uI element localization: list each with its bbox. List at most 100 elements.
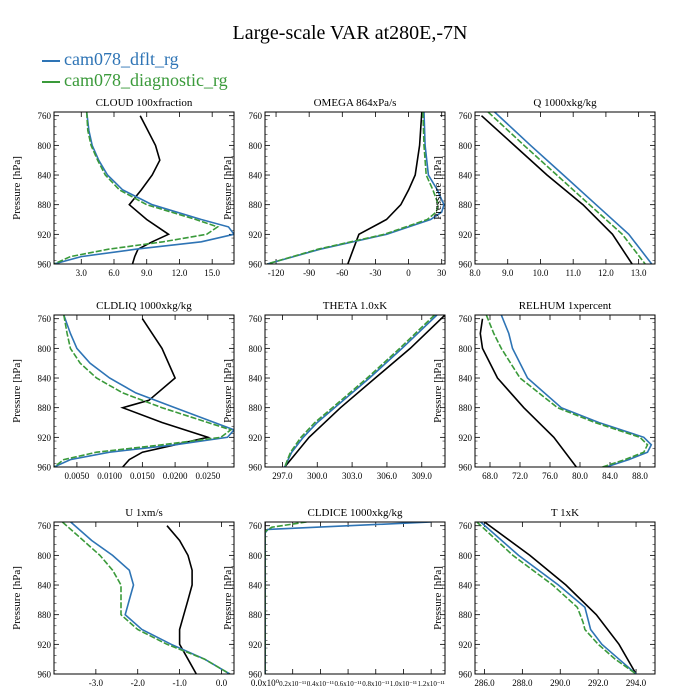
y-tick-label-8-2: 840 <box>459 581 473 591</box>
y-tick-label-6-1: 800 <box>38 551 52 561</box>
series-line-diag-2 <box>487 112 646 264</box>
x-tick-label-7-3: 0.6x10⁻¹¹ <box>334 680 361 688</box>
y-tick-label-7-0: 760 <box>249 521 263 531</box>
y-tick-label-8-4: 920 <box>459 640 473 650</box>
y-tick-label-4-2: 840 <box>249 374 263 384</box>
y-tick-label-8-3: 880 <box>459 610 473 620</box>
x-tick-label-0-3: 12.0 <box>172 268 188 278</box>
panel-title-8: T 1xK <box>551 507 579 519</box>
y-tick-label-7-2: 840 <box>249 581 263 591</box>
panel-title-4: THETA 1.0xK <box>323 300 388 312</box>
x-tick-label-7-0: 0.0x10⁰ <box>251 678 280 688</box>
series-line-diag-0 <box>54 112 220 264</box>
y-tick-label-4-3: 880 <box>249 403 263 413</box>
x-tick-label-4-2: 303.0 <box>342 471 363 481</box>
x-tick-label-8-0: 286.0 <box>474 678 495 688</box>
series-line-obs-5 <box>479 318 577 467</box>
y-axis-label-8: Pressure [hPa] <box>432 566 444 630</box>
x-tick-label-2-2: 10.0 <box>533 268 549 278</box>
y-tick-label-1-1: 800 <box>249 141 263 151</box>
series-line-dflt-3 <box>54 315 234 467</box>
series-line-diag-6 <box>61 522 231 674</box>
y-tick-label-6-2: 840 <box>38 581 52 591</box>
x-tick-label-4-4: 309.0 <box>412 471 433 481</box>
x-tick-label-2-0: 8.0 <box>469 268 481 278</box>
panel-frame-4 <box>264 314 446 468</box>
y-tick-label-2-3: 880 <box>459 200 473 210</box>
x-tick-label-4-3: 306.0 <box>377 471 398 481</box>
y-tick-label-3-4: 920 <box>38 433 52 443</box>
x-tick-label-8-1: 288.0 <box>512 678 533 688</box>
x-tick-label-3-2: 0.0150 <box>130 471 155 481</box>
y-tick-label-0-1: 800 <box>38 141 52 151</box>
y-tick-label-3-1: 800 <box>38 344 52 354</box>
x-tick-label-8-4: 294.0 <box>626 678 647 688</box>
series-line-obs-4 <box>284 315 445 467</box>
x-tick-label-5-0: 68.0 <box>482 471 498 481</box>
x-tick-label-7-4: 0.8x10⁻¹¹ <box>362 680 389 688</box>
y-tick-label-4-0: 760 <box>249 314 263 324</box>
x-tick-label-6-0: -3.0 <box>89 678 104 688</box>
panel-title-5: RELHUM 1xpercent <box>519 300 612 312</box>
series-line-diag-5 <box>485 315 649 467</box>
x-tick-label-0-2: 9.0 <box>141 268 153 278</box>
series-line-dflt-7 <box>265 522 432 674</box>
series-line-dflt-1 <box>266 112 445 264</box>
y-tick-label-3-5: 960 <box>38 463 52 473</box>
y-tick-label-7-5: 960 <box>249 670 263 680</box>
y-axis-label-4: Pressure [hPa] <box>222 359 234 423</box>
x-tick-label-1-2: -60 <box>336 268 348 278</box>
x-tick-label-3-3: 0.0200 <box>163 471 188 481</box>
y-tick-label-6-3: 880 <box>38 610 52 620</box>
x-tick-label-1-0: -120 <box>268 268 285 278</box>
x-tick-label-5-3: 80.0 <box>572 471 588 481</box>
series-line-diag-8 <box>476 522 637 674</box>
series-line-obs-2 <box>480 115 633 264</box>
panel-8: T 1xK Pressure [hPa] 760 800 840 880 920 960286… <box>432 507 656 688</box>
y-tick-label-5-1: 800 <box>459 344 473 354</box>
panel-5: RELHUM 1xpercent Pressure [hPa] 760 800 840 8… <box>432 300 656 481</box>
series-line-obs-8 <box>484 522 637 674</box>
y-axis-label-7: Pressure [hPa] <box>222 566 234 630</box>
y-tick-label-0-2: 840 <box>38 171 52 181</box>
y-tick-label-0-0: 760 <box>38 111 52 121</box>
panel-title-7: CLDICE 1000xkg/kg <box>307 507 403 519</box>
y-axis-label-6: Pressure [hPa] <box>11 566 23 630</box>
panel-4: THETA 1.0xK Pressure [hPa] 760 800 840 880 920… <box>222 300 446 481</box>
y-tick-label-1-4: 920 <box>249 230 263 240</box>
y-tick-label-3-2: 840 <box>38 374 52 384</box>
y-axis-label-3: Pressure [hPa] <box>11 359 23 423</box>
x-tick-label-2-4: 12.0 <box>598 268 614 278</box>
series-line-obs-6 <box>166 525 197 674</box>
x-tick-label-0-0: 3.0 <box>76 268 88 278</box>
x-tick-label-7-2: 0.4x10⁻¹¹ <box>307 680 334 688</box>
y-tick-label-8-0: 760 <box>459 521 473 531</box>
series-line-diag-1 <box>266 112 440 264</box>
x-tick-label-7-1: 0.2x10⁻¹¹ <box>279 680 306 688</box>
x-tick-label-6-2: -1.0 <box>172 678 187 688</box>
panel-frame-7 <box>264 521 446 675</box>
panel-frame-2 <box>474 111 656 265</box>
x-tick-label-3-0: 0.0050 <box>65 471 90 481</box>
series-line-dflt-8 <box>480 522 637 674</box>
x-tick-label-6-3: 0.0 <box>216 678 228 688</box>
y-tick-label-7-1: 800 <box>249 551 263 561</box>
panel-title-6: U 1xm/s <box>125 507 163 519</box>
x-tick-label-8-3: 292.0 <box>588 678 609 688</box>
series-line-dflt-2 <box>494 112 653 264</box>
x-tick-label-5-2: 76.0 <box>542 471 558 481</box>
x-tick-label-5-5: 88.0 <box>632 471 648 481</box>
panel-title-2: Q 1000xkg/kg <box>533 97 597 109</box>
x-tick-label-4-0: 297.0 <box>272 471 293 481</box>
panel-frame-5 <box>474 314 656 468</box>
y-tick-label-1-0: 760 <box>249 111 263 121</box>
y-tick-label-1-5: 960 <box>249 260 263 270</box>
series-line-dflt-5 <box>500 315 653 467</box>
y-tick-label-3-0: 760 <box>38 314 52 324</box>
y-tick-label-6-4: 920 <box>38 640 52 650</box>
y-tick-label-5-0: 760 <box>459 314 473 324</box>
panel-frame-0 <box>53 111 235 265</box>
x-tick-label-2-1: 9.0 <box>502 268 514 278</box>
y-axis-label-2: Pressure [hPa] <box>432 156 444 220</box>
